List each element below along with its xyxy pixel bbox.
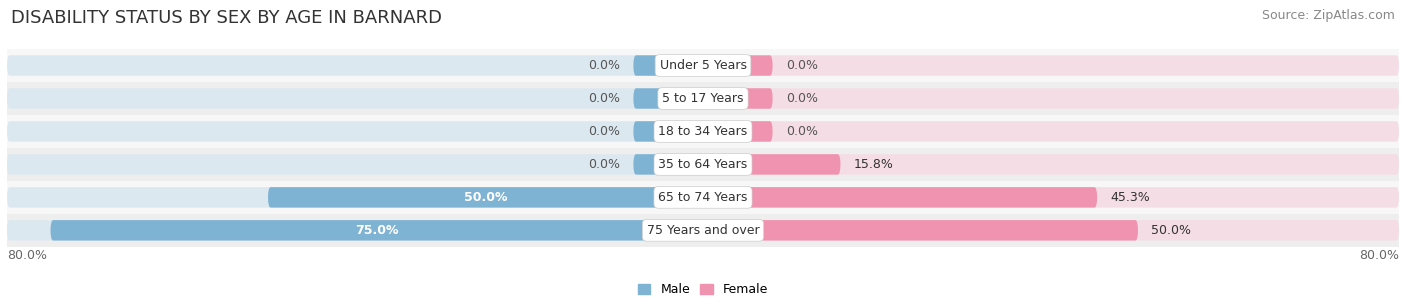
FancyBboxPatch shape [633,154,699,175]
FancyBboxPatch shape [269,187,699,208]
FancyBboxPatch shape [707,55,1399,76]
Text: 0.0%: 0.0% [588,125,620,138]
Text: 0.0%: 0.0% [588,59,620,72]
FancyBboxPatch shape [707,154,1399,175]
FancyBboxPatch shape [51,220,699,241]
Text: 45.3%: 45.3% [1111,191,1150,204]
Legend: Male, Female: Male, Female [633,278,773,301]
FancyBboxPatch shape [707,154,841,175]
Bar [7,148,1399,181]
FancyBboxPatch shape [7,121,699,142]
Text: 75 Years and over: 75 Years and over [647,224,759,237]
FancyBboxPatch shape [633,55,699,76]
Text: Source: ZipAtlas.com: Source: ZipAtlas.com [1261,9,1395,22]
Bar [7,181,1399,214]
Text: DISABILITY STATUS BY SEX BY AGE IN BARNARD: DISABILITY STATUS BY SEX BY AGE IN BARNA… [11,9,443,27]
FancyBboxPatch shape [707,187,1399,208]
FancyBboxPatch shape [7,220,699,241]
Text: 75.0%: 75.0% [354,224,398,237]
Bar [7,49,1399,82]
FancyBboxPatch shape [707,121,1399,142]
FancyBboxPatch shape [633,121,699,142]
FancyBboxPatch shape [707,88,1399,109]
FancyBboxPatch shape [707,121,773,142]
FancyBboxPatch shape [7,187,699,208]
Text: 0.0%: 0.0% [786,92,818,105]
Text: 0.0%: 0.0% [588,158,620,171]
Bar [7,214,1399,247]
Text: 0.0%: 0.0% [786,59,818,72]
Text: 65 to 74 Years: 65 to 74 Years [658,191,748,204]
Text: 0.0%: 0.0% [786,125,818,138]
FancyBboxPatch shape [7,154,699,175]
Text: 18 to 34 Years: 18 to 34 Years [658,125,748,138]
FancyBboxPatch shape [707,55,773,76]
FancyBboxPatch shape [707,220,1137,241]
FancyBboxPatch shape [633,88,699,109]
Text: 15.8%: 15.8% [853,158,893,171]
Text: 5 to 17 Years: 5 to 17 Years [662,92,744,105]
FancyBboxPatch shape [707,187,1097,208]
FancyBboxPatch shape [707,88,773,109]
Text: Under 5 Years: Under 5 Years [659,59,747,72]
Text: 50.0%: 50.0% [1152,224,1191,237]
FancyBboxPatch shape [7,55,699,76]
Text: 0.0%: 0.0% [588,92,620,105]
Bar [7,82,1399,115]
FancyBboxPatch shape [7,88,699,109]
Text: 80.0%: 80.0% [1360,249,1399,262]
Text: 35 to 64 Years: 35 to 64 Years [658,158,748,171]
Bar [7,115,1399,148]
Text: 80.0%: 80.0% [7,249,46,262]
Text: 50.0%: 50.0% [464,191,508,204]
FancyBboxPatch shape [707,220,1399,241]
